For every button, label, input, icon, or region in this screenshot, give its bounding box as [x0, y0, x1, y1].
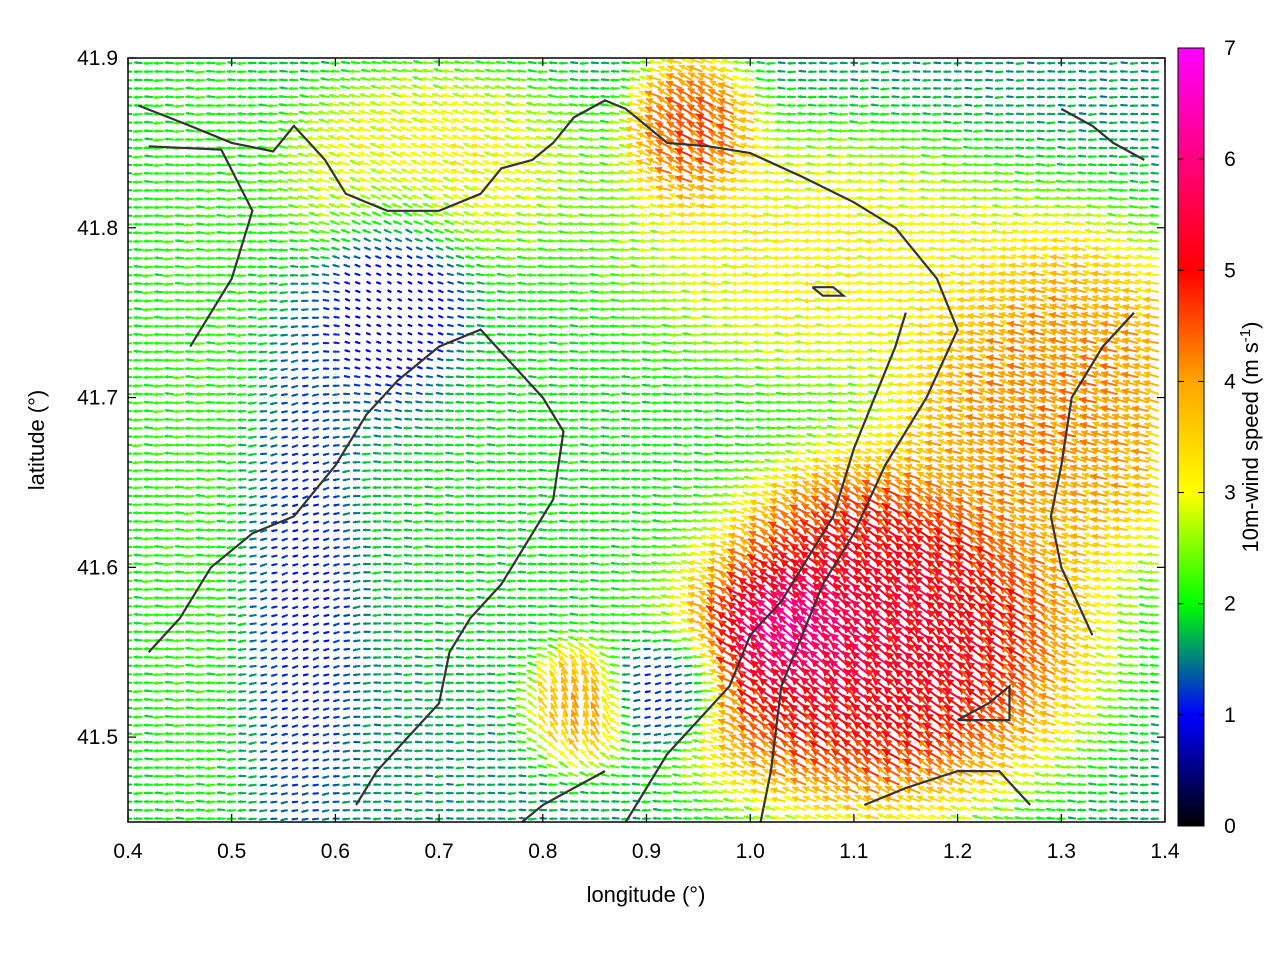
wind-vector-chart: 0.4 0.5 0.6 0.7 0.8 0.9 1.0 1.1 1.2 1.3 1.4 41.541…: [0, 0, 1280, 960]
